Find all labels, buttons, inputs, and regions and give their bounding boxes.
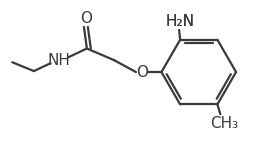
Text: H₂N: H₂N [166,14,195,29]
Text: O: O [80,11,92,26]
Text: NH: NH [48,53,71,68]
Text: CH₃: CH₃ [210,117,238,132]
Text: O: O [136,64,148,80]
Text: H₂N: H₂N [166,14,195,29]
